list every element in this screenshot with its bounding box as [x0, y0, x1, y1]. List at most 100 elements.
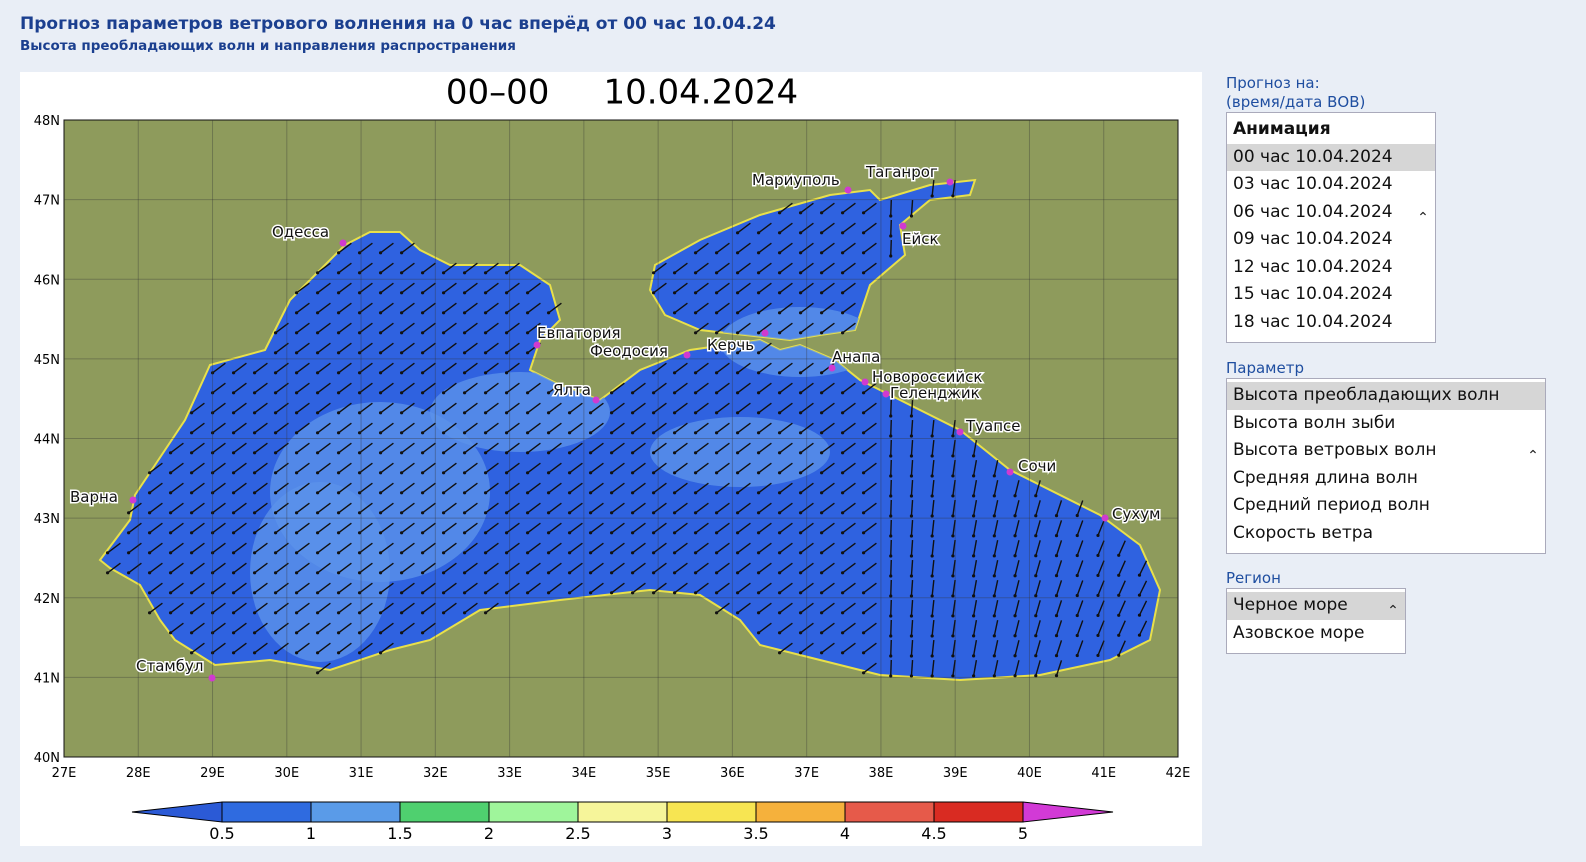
arrow-head [189, 551, 194, 555]
list-option[interactable]: Высота ветровых волн [1233, 440, 1437, 460]
arrow-head [756, 471, 761, 475]
list-option[interactable]: 18 час 10.04.2024 [1233, 311, 1393, 332]
arrow-head [399, 631, 404, 635]
arrow-head [504, 391, 509, 395]
wave-arrow [821, 642, 835, 654]
wave-arrow [212, 542, 226, 554]
wave-arrow [842, 562, 856, 574]
arrow-head [840, 551, 845, 555]
colorbar-label: 1 [306, 824, 316, 843]
wave-arrow [191, 562, 205, 574]
arrow-head [336, 591, 341, 595]
arrow-head [756, 511, 761, 515]
arrow-head [336, 631, 341, 635]
wave-arrow [611, 542, 625, 554]
arrow-head [357, 271, 362, 275]
arrow-head [504, 411, 509, 415]
wave-arrow [632, 482, 646, 494]
arrow-head [294, 611, 299, 615]
wave-arrow [716, 522, 730, 534]
wave-arrow [737, 562, 751, 574]
wave-arrow [275, 642, 289, 654]
arrow-head [672, 271, 677, 275]
wave-arrow [1055, 500, 1063, 516]
light-patch [250, 482, 390, 662]
wave-arrow [359, 382, 373, 394]
arrow-head [861, 211, 866, 215]
wave-arrow [1035, 620, 1041, 636]
arrow-head [1117, 573, 1121, 577]
wave-arrow [548, 582, 562, 594]
list-option[interactable]: Средняя длина волн [1233, 467, 1418, 488]
arrow-head [294, 471, 299, 475]
colorbar-segment [399, 801, 490, 823]
wave-arrow [758, 222, 772, 234]
arrow-head [357, 411, 362, 415]
arrow-head [315, 391, 320, 395]
wave-arrow [170, 602, 184, 614]
list-option[interactable]: 06 час 10.04.2024 [1233, 201, 1393, 222]
wave-arrow [863, 562, 877, 574]
wave-arrow [674, 422, 688, 434]
arrow-head [819, 331, 824, 335]
wave-arrow [972, 520, 978, 536]
wave-arrow [443, 482, 457, 494]
wave-arrow [128, 522, 142, 534]
arrow-head [930, 654, 934, 658]
wave-arrow [1097, 540, 1105, 556]
wave-arrow [800, 442, 814, 454]
arrow-head [909, 594, 914, 598]
wave-arrow [611, 442, 625, 454]
list-option[interactable]: Анимация [1233, 119, 1331, 139]
list-option[interactable]: Черное море [1227, 592, 1405, 620]
listbox[interactable]: Высота преобладающих волн Высота волн зыб… [1226, 378, 1546, 554]
list-option[interactable]: Высота волн зыби [1233, 412, 1396, 433]
arrow-head [126, 511, 131, 515]
wave-arrow [910, 619, 914, 637]
arrow-head [819, 211, 824, 215]
arrow-head [273, 431, 278, 435]
arrow-head [889, 574, 893, 578]
arrow-head [672, 471, 677, 475]
arrow-head [735, 371, 740, 375]
list-option[interactable]: Азовское море [1233, 622, 1365, 643]
arrow-head [462, 491, 467, 495]
wave-arrow [464, 442, 478, 454]
list-option[interactable]: Средний период волн [1233, 495, 1430, 515]
wave-arrow [821, 222, 835, 234]
wave-arrow [842, 402, 856, 414]
list-option[interactable]: 09 час 10.04.2024 [1233, 229, 1393, 249]
arrow-head [992, 514, 996, 518]
arrow-head [1117, 593, 1121, 597]
arrow-head [336, 331, 341, 335]
arrow-head [930, 454, 934, 458]
wave-arrow [191, 502, 205, 514]
wave-arrow [485, 522, 499, 534]
arrow-head [777, 251, 782, 255]
list-option[interactable]: 12 час 10.04.2024 [1233, 256, 1393, 277]
arrow-head [1034, 574, 1038, 578]
wave-arrow [506, 482, 520, 494]
wave-arrow [737, 542, 751, 554]
list-option[interactable]: 15 час 10.04.2024 [1233, 284, 1393, 304]
list-option[interactable]: 00 час 10.04.2024 [1227, 143, 1435, 171]
list-option[interactable]: Высота преобладающих волн [1227, 382, 1545, 410]
listbox[interactable]: Анимация 00 час 10.04.2024 03 час 10.04.20… [1226, 112, 1436, 343]
wave-arrow [170, 502, 184, 514]
list-option[interactable]: 03 час 10.04.2024 [1233, 174, 1393, 194]
wave-arrow [993, 540, 999, 556]
arrow-head [336, 651, 341, 655]
wave-arrow [695, 302, 709, 314]
arrow-head [840, 311, 845, 315]
wave-arrow [695, 502, 709, 514]
arrow-head [951, 674, 955, 678]
wave-arrow [758, 582, 772, 594]
listbox[interactable]: Черное море Азовское море ⌃ [1226, 588, 1406, 654]
arrow-head [273, 571, 278, 575]
wave-arrow [254, 482, 268, 494]
arrow-head [714, 571, 719, 575]
wave-arrow [548, 482, 562, 494]
list-option[interactable]: Скорость ветра [1233, 522, 1373, 543]
wave-arrow [653, 282, 667, 294]
arrow-head [315, 591, 320, 595]
